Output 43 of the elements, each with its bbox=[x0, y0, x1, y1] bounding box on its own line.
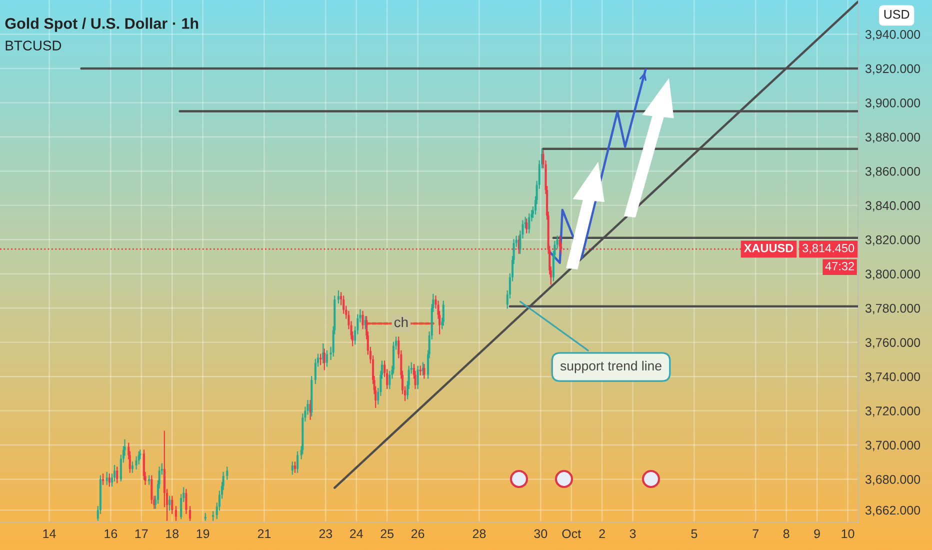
x-tick-label: 19 bbox=[196, 529, 210, 538]
annotation: 47:32 bbox=[825, 262, 854, 270]
y-tick-label: 3,840.000 bbox=[865, 201, 920, 212]
annotation: ch bbox=[394, 316, 408, 328]
y-tick-label: 3,680.000 bbox=[865, 475, 920, 486]
x-tick-label: 17 bbox=[135, 529, 148, 538]
x-tick-label: 18 bbox=[166, 529, 179, 538]
x-tick-label: 25 bbox=[380, 529, 394, 538]
y-tick-label: 3,920.000 bbox=[865, 64, 920, 75]
text: Gold Spot / U.S. Dollar · 1h bbox=[5, 18, 198, 32]
y-tick-label: 3,860.000 bbox=[865, 166, 920, 178]
x-tick-label: 21 bbox=[258, 529, 271, 538]
x-tick-label: 14 bbox=[43, 529, 56, 538]
annotation: 3,814.450 bbox=[802, 244, 854, 254]
y-tick-label: 3,940.000 bbox=[865, 30, 920, 40]
x-tick-label: 3 bbox=[630, 529, 636, 538]
x-tick-label: 30 bbox=[534, 529, 548, 538]
x-tick-label: 7 bbox=[752, 529, 758, 538]
x-tick-label: 26 bbox=[411, 529, 424, 538]
x-tick-label: 10 bbox=[842, 529, 854, 538]
y-tick-label: 3,900.000 bbox=[865, 98, 920, 109]
y-tick-label: 3,720.000 bbox=[865, 406, 920, 417]
text: BTCUSD bbox=[6, 40, 62, 50]
y-tick-label: 3,820.000 bbox=[865, 235, 920, 246]
x-tick-label: Oct bbox=[562, 529, 581, 538]
x-tick-label: 24 bbox=[350, 529, 363, 538]
y-tick-label: 3,662.000 bbox=[865, 506, 920, 516]
x-tick-label: 9 bbox=[814, 529, 820, 538]
x-tick-label: 5 bbox=[691, 529, 698, 538]
y-tick-label: 3,780.000 bbox=[865, 304, 920, 314]
ref-line-label: XAUUSD bbox=[744, 244, 794, 252]
x-tick-label: 8 bbox=[783, 529, 790, 538]
annotation: support trend line bbox=[560, 360, 662, 374]
y-tick-label: 3,880.000 bbox=[865, 132, 920, 144]
x-tick-label: 2 bbox=[599, 529, 605, 538]
y-tick-label: 3,760.000 bbox=[865, 338, 920, 348]
x-tick-label: 16 bbox=[104, 529, 118, 538]
y-tick-label: 3,800.000 bbox=[865, 270, 920, 280]
x-tick-label: 28 bbox=[472, 529, 486, 538]
y-tick-label: 3,740.000 bbox=[865, 372, 920, 383]
y-tick-label: 3,700.000 bbox=[865, 440, 920, 452]
text: USD bbox=[884, 10, 910, 19]
x-tick-label: 23 bbox=[319, 529, 332, 538]
